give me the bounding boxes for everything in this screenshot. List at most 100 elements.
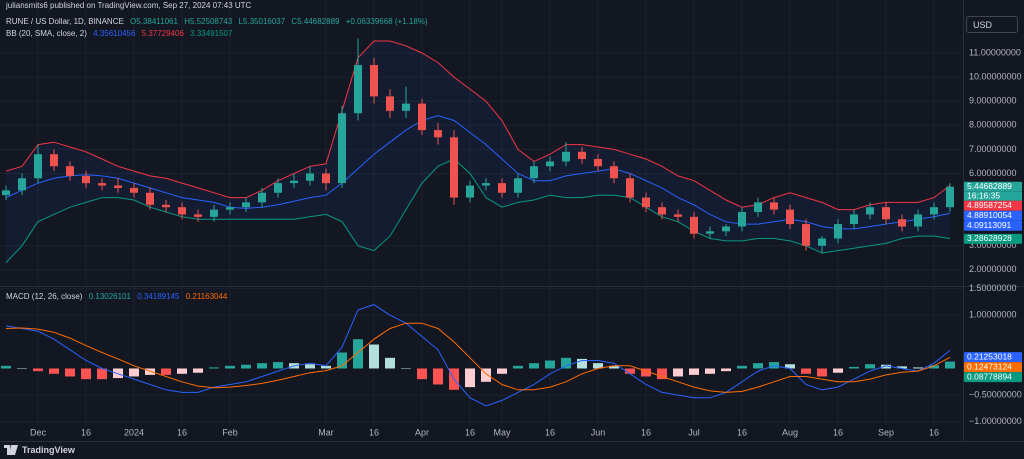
- macd-histogram-bar: [401, 368, 411, 369]
- macd-histogram-bar: [689, 368, 699, 375]
- logo-text: TradingView: [22, 445, 75, 455]
- macd-histogram-bar: [545, 360, 555, 369]
- macd-histogram-bar: [865, 364, 875, 369]
- x-tick-label: 16: [737, 427, 747, 437]
- candle-body: [482, 183, 490, 186]
- y-tick-label: 6.00000000: [969, 168, 1017, 178]
- x-tick-label: 16: [177, 427, 187, 437]
- candle-body: [50, 154, 58, 167]
- macd-histogram-bar: [497, 368, 507, 374]
- macd-histogram-bar: [465, 368, 475, 388]
- macd-line: [5, 304, 951, 407]
- macd-histogram-bar: [145, 368, 155, 375]
- candle-body: [18, 178, 26, 191]
- macd-row: MACD (12, 26, close) 0.13026101 0.341891…: [6, 292, 231, 302]
- candle-body: [338, 113, 346, 184]
- logo-icon: [4, 445, 18, 455]
- x-tick-label: 16: [545, 427, 555, 437]
- macd-histogram-bar: [129, 368, 139, 377]
- candle-body: [130, 187, 138, 193]
- price-badge-label: 4.09113091: [967, 220, 1012, 230]
- candle-body: [738, 212, 746, 227]
- macd-histogram-bar: [513, 365, 523, 369]
- macd-histogram-bar: [17, 368, 27, 369]
- price-badge-label: 4.88910054: [967, 210, 1012, 220]
- candle-body: [194, 214, 202, 217]
- macd-histogram-bar: [209, 367, 219, 369]
- macd-histogram-bar: [657, 368, 667, 380]
- countdown-badge: [964, 191, 1022, 201]
- candle-body: [642, 197, 650, 208]
- macd-histogram-bar: [225, 365, 235, 369]
- candle-body: [674, 214, 682, 217]
- macd-histogram-bar: [641, 368, 651, 377]
- candle-body: [594, 159, 602, 167]
- candle-body: [866, 207, 874, 215]
- macd-histogram-bar: [305, 364, 315, 369]
- macd-histogram-bar: [737, 365, 747, 369]
- y-tick-label: 2.00000000: [969, 264, 1017, 274]
- candle-body: [354, 65, 362, 114]
- candle-body: [274, 183, 282, 193]
- candle-body: [98, 183, 106, 186]
- macd-histogram-bar: [817, 368, 827, 377]
- candle-body: [786, 209, 794, 225]
- macd-histogram-bar: [561, 357, 571, 369]
- macd-histogram-bar: [801, 368, 811, 374]
- macd-histogram-bar: [753, 363, 763, 369]
- bb-upper: [5, 40, 951, 211]
- bb-upper-value: 5.37729406: [141, 29, 184, 38]
- candle-body: [162, 204, 170, 208]
- macd-histogram-bar: [241, 364, 251, 369]
- macd-histogram-bar: [849, 366, 859, 369]
- candle-body: [146, 192, 154, 205]
- candle-body: [434, 130, 442, 138]
- macd-histogram-bar: [49, 368, 59, 374]
- price-badge: [964, 210, 1022, 221]
- x-tick-label: 16: [81, 427, 91, 437]
- candle-body: [754, 202, 762, 213]
- macd-histogram-bar: [33, 368, 43, 372]
- countdown: 16:16:35: [967, 191, 1000, 201]
- price-badge-label: 0.21253018: [967, 351, 1012, 361]
- price-badge: [964, 220, 1022, 231]
- price-badge: [964, 181, 1022, 192]
- y-tick-label: 1.00000000: [969, 310, 1017, 320]
- candle-body: [770, 202, 778, 210]
- macd-histogram-bar: [929, 365, 939, 369]
- macd-histogram-bar: [481, 368, 491, 382]
- candle-body: [370, 65, 378, 97]
- candle-body: [258, 192, 266, 203]
- x-tick-label: Mar: [318, 427, 334, 437]
- x-tick-label: 16: [929, 427, 939, 437]
- y-tick-label: 7.00000000: [969, 144, 1017, 154]
- candle-body: [882, 207, 890, 220]
- macd-histogram-bar: [625, 368, 635, 374]
- price-badge: [964, 233, 1022, 244]
- y-tick-label: −0.50000000: [969, 389, 1022, 399]
- candle-body: [914, 214, 922, 227]
- currency-button[interactable]: USD: [966, 16, 1018, 33]
- candle-body: [290, 180, 298, 184]
- y-tick-label: 1.50000000: [969, 283, 1017, 293]
- candle-body: [706, 231, 714, 234]
- candle-body: [2, 190, 10, 196]
- macd-histogram-bar: [161, 368, 171, 375]
- macd-histogram-bar: [1, 365, 11, 369]
- candle-body: [562, 151, 570, 162]
- macd-histogram-bar: [897, 366, 907, 369]
- change: +0.06339668 (+1.18%): [345, 17, 428, 26]
- macd-histogram-bar: [833, 368, 843, 373]
- macd-histogram-bar: [433, 368, 443, 385]
- x-tick-label: Jun: [591, 427, 606, 437]
- macd-hist-value: 0.13026101: [88, 292, 131, 301]
- candle-body: [386, 96, 394, 111]
- macd-histogram-bar: [97, 368, 107, 380]
- bb-lower: [5, 158, 951, 263]
- candle-body: [898, 219, 906, 227]
- macd-histogram-bar: [913, 367, 923, 369]
- macd-histogram-bar: [721, 368, 731, 372]
- candle-body: [834, 224, 842, 239]
- candle-body: [402, 103, 410, 111]
